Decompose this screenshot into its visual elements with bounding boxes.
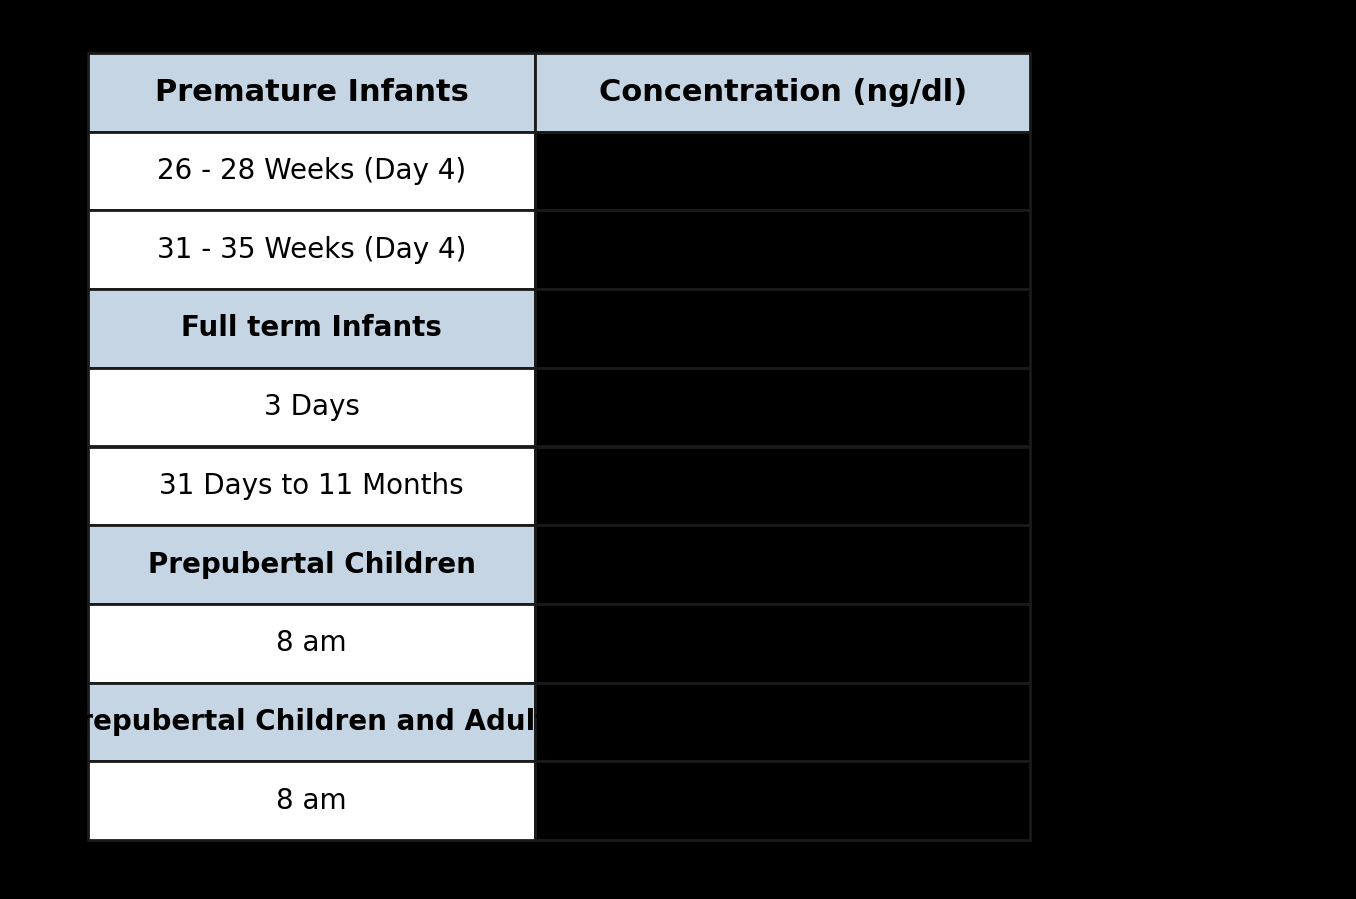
- Text: 26 - 28 Weeks (Day 4): 26 - 28 Weeks (Day 4): [157, 157, 466, 185]
- Bar: [536, 682, 1031, 761]
- Bar: [88, 53, 536, 131]
- Text: Prepubertal Children: Prepubertal Children: [148, 550, 476, 579]
- Bar: [88, 761, 536, 840]
- Bar: [88, 368, 536, 447]
- Bar: [536, 604, 1031, 682]
- Bar: [88, 289, 536, 368]
- Text: 31 - 35 Weeks (Day 4): 31 - 35 Weeks (Day 4): [157, 236, 466, 263]
- Text: 8 am: 8 am: [277, 787, 347, 814]
- Bar: [88, 131, 536, 210]
- Bar: [536, 368, 1031, 447]
- Bar: [536, 131, 1031, 210]
- Text: Concentration (ng/dl): Concentration (ng/dl): [598, 78, 967, 107]
- Bar: [88, 604, 536, 682]
- Text: 31 Days to 11 Months: 31 Days to 11 Months: [160, 472, 464, 500]
- Bar: [536, 761, 1031, 840]
- Bar: [88, 682, 536, 761]
- Text: 3 Days: 3 Days: [264, 393, 359, 421]
- Bar: [536, 447, 1031, 525]
- Bar: [536, 525, 1031, 604]
- Bar: [88, 210, 536, 289]
- Bar: [88, 525, 536, 604]
- Text: Full term Infants: Full term Infants: [182, 315, 442, 343]
- Bar: [536, 53, 1031, 131]
- Bar: [88, 447, 536, 525]
- Bar: [536, 289, 1031, 368]
- Text: 8 am: 8 am: [277, 629, 347, 657]
- Text: Prepubertal Children and Adults: Prepubertal Children and Adults: [58, 708, 564, 736]
- Text: Premature Infants: Premature Infants: [155, 78, 469, 107]
- Bar: [536, 210, 1031, 289]
